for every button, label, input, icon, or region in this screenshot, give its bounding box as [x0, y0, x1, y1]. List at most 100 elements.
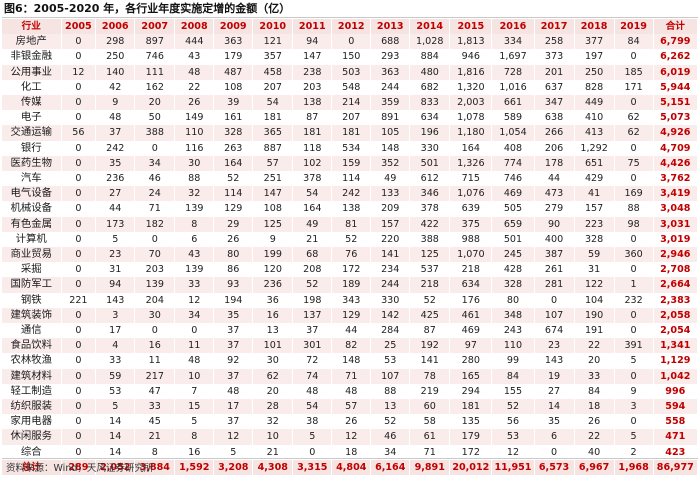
- amount-cell: 1,326: [449, 155, 493, 172]
- amount-cell: 250: [95, 49, 136, 65]
- table-row: 化工 0 42 162 22 108 207 203 548 244 682 1,320 1,016 63…: [2, 79, 699, 96]
- amount-cell: 138: [331, 201, 372, 217]
- amount-cell: 199: [252, 247, 294, 263]
- amount-cell: 203: [134, 262, 176, 278]
- amount-cell: 53: [370, 353, 411, 369]
- amount-cell: 87: [409, 323, 451, 339]
- amount-cell: 56: [491, 414, 535, 430]
- amount-cell: 44: [331, 323, 372, 339]
- header-year: 2015: [449, 19, 493, 35]
- amount-cell: 71: [409, 444, 451, 460]
- amount-cell: 1,016: [491, 79, 535, 96]
- row-total: 4,709: [653, 140, 699, 156]
- amount-cell: 444: [174, 34, 215, 50]
- amount-cell: 162: [134, 79, 176, 96]
- amount-cell: 60: [409, 399, 451, 415]
- header-year: 2007: [134, 19, 176, 35]
- row-total: 6,262: [653, 49, 699, 65]
- industry-name: 电子: [2, 110, 62, 126]
- amount-cell: 120: [252, 262, 294, 278]
- amount-cell: 16: [174, 444, 215, 460]
- amount-cell: 221: [61, 292, 97, 308]
- amount-cell: 179: [449, 429, 493, 445]
- amount-cell: 220: [370, 231, 411, 248]
- row-total: 1,341: [653, 338, 699, 354]
- industry-name: 化工: [2, 79, 62, 96]
- industry-name: 综合: [2, 444, 62, 460]
- row-total: 6,019: [653, 64, 699, 80]
- industry-name: 医药生物: [2, 155, 62, 172]
- header-total: 合计: [653, 19, 699, 35]
- amount-cell: 330: [370, 292, 411, 308]
- industry-name: 电气设备: [2, 186, 62, 202]
- amount-cell: 261: [534, 262, 575, 278]
- amount-cell: 343: [331, 292, 372, 308]
- amount-cell: 280: [449, 353, 493, 369]
- amount-cell: 98: [614, 216, 654, 232]
- industry-name: 房地产: [2, 34, 62, 50]
- amount-cell: 408: [491, 140, 535, 156]
- amount-cell: 27: [534, 383, 575, 400]
- amount-cell: 164: [449, 140, 493, 156]
- table-row: 综合 0 14 8 16 5 21 0 18 34 71 172 12 0 40 2 423: [2, 444, 699, 460]
- amount-cell: 92: [213, 353, 254, 369]
- industry-name: 采掘: [2, 262, 62, 278]
- amount-cell: 116: [174, 140, 215, 156]
- amount-cell: 140: [95, 64, 136, 80]
- amount-cell: 86: [213, 262, 254, 278]
- total-cell: 6,573: [534, 459, 575, 476]
- amount-cell: 31: [574, 262, 615, 278]
- amount-cell: 56: [61, 125, 97, 141]
- figure-title: 图6：2005-2020 年，各行业年度实施定增的金额（亿）: [4, 2, 291, 15]
- amount-cell: 357: [252, 49, 294, 65]
- amount-cell: 232: [614, 292, 654, 308]
- amount-cell: 93: [213, 277, 254, 293]
- amount-cell: 110: [174, 125, 215, 141]
- amount-cell: 0: [614, 262, 654, 278]
- industry-name: 公用事业: [2, 64, 62, 80]
- amount-cell: 425: [409, 307, 451, 324]
- amount-cell: 5: [95, 231, 136, 248]
- amount-cell: 108: [213, 79, 254, 96]
- amount-cell: 88: [174, 171, 215, 187]
- amount-cell: 185: [614, 64, 654, 80]
- amount-cell: 57: [331, 399, 372, 415]
- amount-cell: 0: [61, 201, 97, 217]
- amount-cell: 35: [213, 307, 254, 324]
- table-row: 通信 0 17 0 0 37 13 37 44 284 87 469 243 674 191 0 2,054: [2, 323, 699, 339]
- amount-cell: 0: [61, 323, 97, 339]
- amount-cell: 14: [534, 399, 575, 415]
- amount-cell: 62: [252, 368, 294, 384]
- amount-cell: 52: [370, 414, 411, 430]
- industry-name: 国防军工: [2, 277, 62, 293]
- total-cell: 3,315: [292, 459, 333, 476]
- row-total: 2,664: [653, 277, 699, 293]
- amount-cell: 0: [614, 140, 654, 156]
- amount-cell: 0: [61, 95, 97, 111]
- amount-cell: 74: [292, 368, 333, 384]
- amount-cell: 1,813: [449, 34, 493, 50]
- amount-cell: 20: [574, 353, 615, 369]
- amount-cell: 360: [614, 247, 654, 263]
- amount-cell: 461: [449, 307, 493, 324]
- amount-cell: 44: [95, 201, 136, 217]
- amount-cell: 37: [213, 338, 254, 354]
- amount-cell: 378: [292, 171, 333, 187]
- amount-cell: 46: [134, 171, 176, 187]
- amount-cell: 41: [574, 186, 615, 202]
- amount-cell: 62: [614, 125, 654, 141]
- table-row: 房地产 0 298 897 444 363 121 94 0 688 1,028 1,813 334 25…: [2, 34, 699, 50]
- amount-cell: 59: [574, 247, 615, 263]
- amount-cell: 141: [409, 353, 451, 369]
- total-cell: 1,592: [174, 459, 215, 476]
- amount-cell: 8: [174, 216, 215, 232]
- industry-name: 休闲服务: [2, 429, 62, 445]
- amount-cell: 0: [61, 262, 97, 278]
- header-year: 2012: [331, 19, 372, 35]
- amount-cell: 61: [409, 429, 451, 445]
- amount-cell: 774: [491, 155, 535, 172]
- amount-cell: 251: [252, 171, 294, 187]
- amount-cell: 28: [252, 399, 294, 415]
- amount-cell: 638: [534, 110, 575, 126]
- total-cell: 9,891: [409, 459, 451, 476]
